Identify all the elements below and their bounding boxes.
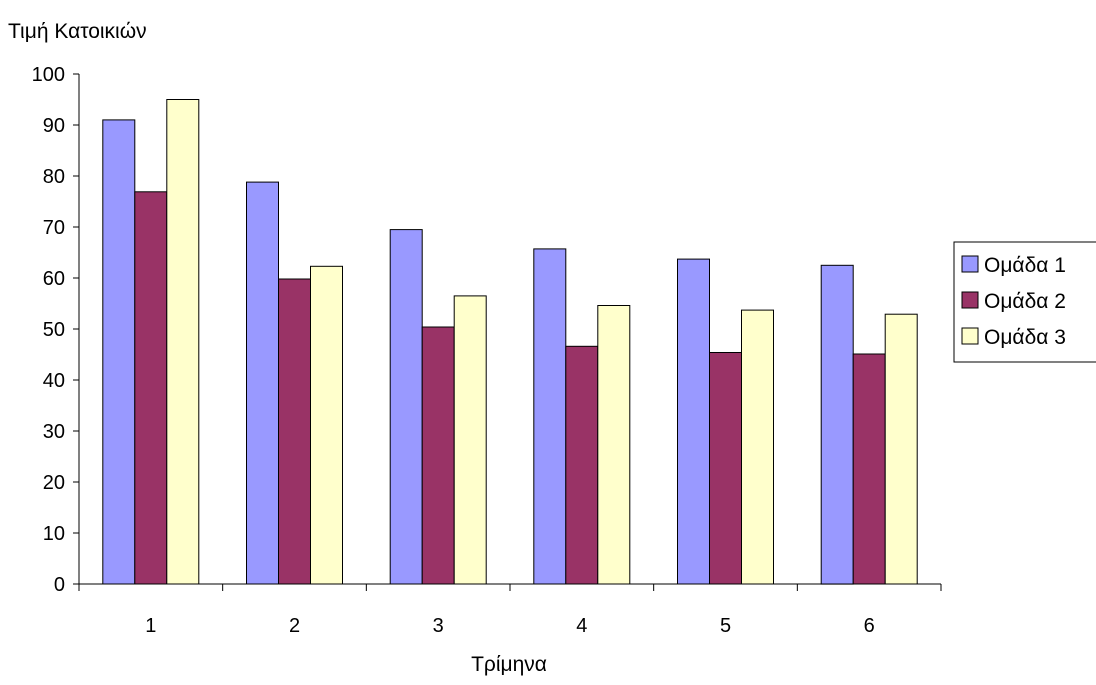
bar-series-1-cat-2 xyxy=(246,181,279,585)
y-tick-label: 90 xyxy=(43,115,65,137)
bar-series-3-cat-3 xyxy=(453,295,487,585)
legend-swatch xyxy=(961,255,979,273)
bar-series-1-cat-5 xyxy=(677,258,710,585)
y-tick-label: 80 xyxy=(43,166,65,188)
bars-layer xyxy=(102,99,918,585)
bar-series-2-cat-2 xyxy=(278,278,311,585)
y-tick-label: 50 xyxy=(43,319,65,341)
bar-series-1-cat-4 xyxy=(533,248,567,585)
legend-label: Ομάδα 3 xyxy=(984,326,1066,349)
legend: Ομάδα 1 Ομάδα 2 Ομάδα 3 xyxy=(953,241,1096,363)
x-tick-label: 5 xyxy=(720,615,731,637)
x-axis-title: Τρίμηνα xyxy=(471,653,547,676)
y-tick-label: 30 xyxy=(43,421,65,443)
bar-series-3-cat-5 xyxy=(741,309,774,585)
x-tick-label: 3 xyxy=(433,615,444,637)
bar-series-3-cat-6 xyxy=(884,313,918,585)
bar-series-2-cat-4 xyxy=(565,345,599,585)
y-axis-title: Τιμή Κατοικιών xyxy=(8,20,147,43)
x-tick-label: 2 xyxy=(289,615,300,637)
bar-series-2-cat-5 xyxy=(709,352,742,585)
legend-label: Ομάδα 2 xyxy=(984,290,1066,313)
legend-swatch xyxy=(961,327,979,345)
x-tick-label: 1 xyxy=(145,615,156,637)
y-tick-label: 10 xyxy=(43,523,65,545)
y-tick-label: 100 xyxy=(32,64,65,86)
bar-series-3-cat-1 xyxy=(166,99,200,585)
axes-layer: 0 10 20 30 40 50 60 70 80 90 100 1 2 3 4 5 6 xyxy=(32,64,942,637)
bar-series-2-cat-1 xyxy=(134,191,168,585)
bar-series-2-cat-3 xyxy=(421,326,455,585)
bar-series-3-cat-2 xyxy=(310,265,343,585)
x-tick-label: 6 xyxy=(864,615,875,637)
legend-swatch xyxy=(961,291,979,309)
bar-series-1-cat-6 xyxy=(820,264,854,585)
bar-series-1-cat-3 xyxy=(389,229,423,585)
y-tick-label: 0 xyxy=(54,574,65,596)
bar-series-1-cat-1 xyxy=(102,119,136,585)
legend-label: Ομάδα 1 xyxy=(984,254,1066,277)
y-tick-label: 70 xyxy=(43,217,65,239)
bar-series-3-cat-4 xyxy=(597,305,631,585)
y-tick-label: 60 xyxy=(43,268,65,290)
y-tick-label: 20 xyxy=(43,472,65,494)
x-tick-label: 4 xyxy=(576,615,587,637)
bar-series-2-cat-6 xyxy=(852,353,886,585)
y-tick-label: 40 xyxy=(43,370,65,392)
